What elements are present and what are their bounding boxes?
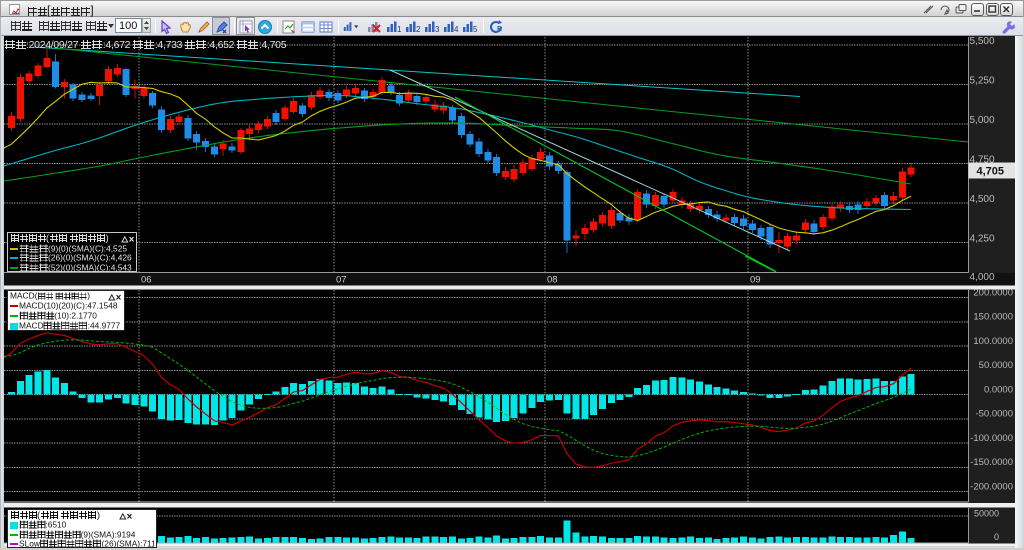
svg-text:-100.0000: -100.0000 [970, 433, 1013, 444]
svg-text:4,250: 4,250 [970, 233, 995, 244]
svg-text:5,500: 5,500 [970, 36, 995, 47]
svg-text:07: 07 [336, 275, 347, 286]
svg-text:-50.0000: -50.0000 [975, 409, 1013, 420]
svg-text:50000: 50000 [974, 509, 999, 519]
svg-text:0.0000: 0.0000 [984, 384, 1013, 395]
svg-text:5,000: 5,000 [970, 115, 995, 126]
svg-text:08: 08 [547, 275, 558, 286]
svg-text:4,500: 4,500 [970, 194, 995, 205]
svg-text:0: 0 [994, 532, 999, 542]
svg-text:-150.0000: -150.0000 [970, 457, 1013, 468]
svg-text:4,705: 4,705 [976, 166, 1004, 178]
svg-text:50.0000: 50.0000 [979, 360, 1013, 371]
svg-text:200.0000: 200.0000 [973, 287, 1013, 298]
svg-text:09: 09 [750, 275, 761, 286]
svg-text:100.0000: 100.0000 [973, 336, 1013, 347]
svg-text:06: 06 [141, 275, 152, 286]
svg-text:5: 5 [473, 25, 478, 34]
svg-text:5,250: 5,250 [970, 75, 995, 86]
svg-text:4,750: 4,750 [970, 154, 995, 165]
svg-text:1: 1 [397, 25, 402, 34]
svg-text:2: 2 [416, 25, 421, 34]
svg-text:4,000: 4,000 [970, 272, 995, 283]
svg-text:R: R [497, 26, 502, 33]
svg-text:150.0000: 150.0000 [973, 312, 1013, 323]
svg-text:4: 4 [454, 25, 459, 34]
svg-text:3: 3 [435, 25, 440, 34]
svg-text:-200.0000: -200.0000 [970, 482, 1013, 493]
